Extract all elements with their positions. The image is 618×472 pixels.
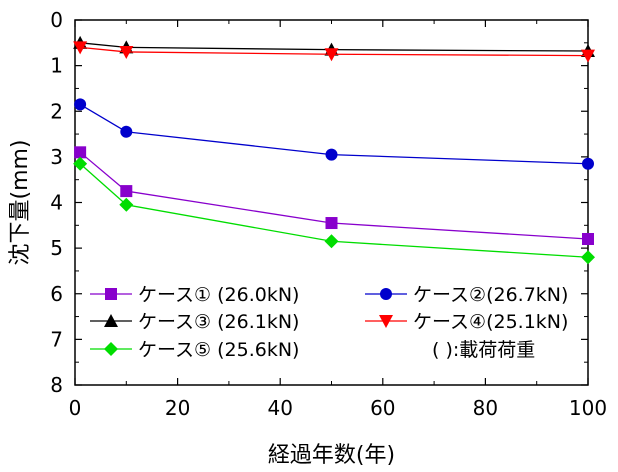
y-tick-label: 5: [50, 236, 63, 260]
data-point-series-2: [74, 98, 87, 111]
x-tick-label: 40: [267, 396, 292, 420]
data-point-series-5: [119, 197, 134, 212]
legend-label-1: ケース① (26.0kN): [138, 284, 299, 306]
legend-label-4: ケース④(25.1kN): [413, 311, 568, 333]
data-point-series-2: [325, 148, 338, 161]
data-point-series-1: [582, 233, 594, 245]
y-tick-label: 1: [50, 54, 63, 78]
data-point-series-4: [581, 49, 595, 63]
series-line-1: [79, 151, 589, 240]
data-point-series-4: [73, 41, 88, 55]
x-tick-label: 0: [69, 396, 82, 420]
legend-note: ( ):載荷荷重: [432, 339, 535, 361]
series-line-2: [79, 103, 589, 165]
y-tick-label: 0: [50, 8, 63, 32]
legend-marker-4: [379, 315, 393, 328]
data-point-series-1: [325, 217, 338, 230]
legend-marker-2: [380, 288, 392, 300]
series-line-3: [80, 42, 589, 52]
y-tick-label: 3: [50, 145, 63, 169]
x-tick-label: 60: [370, 396, 395, 420]
data-point-series-1: [74, 146, 87, 159]
data-point-series-5: [73, 156, 88, 171]
y-tick-label: 8: [50, 373, 63, 397]
legend-label-2: ケース②(26.7kN): [413, 284, 568, 306]
series-line-5: [79, 163, 589, 258]
data-point-series-4: [324, 48, 339, 62]
data-point-series-2: [120, 125, 133, 138]
y-tick-label: 7: [50, 327, 63, 351]
series-line-4: [80, 46, 589, 57]
x-tick-label: 20: [165, 396, 190, 420]
data-point-series-1: [120, 185, 133, 198]
y-tick-label: 4: [50, 191, 63, 215]
data-point-series-2: [582, 157, 594, 170]
x-tick-label: 100: [569, 396, 607, 420]
y-tick-label: 2: [50, 99, 63, 123]
y-tick-label: 6: [50, 282, 63, 306]
legend-label-5: ケース⑤ (25.6kN): [138, 339, 299, 361]
legend-marker-5: [104, 342, 118, 356]
data-point-series-5: [581, 250, 595, 265]
legend-marker-3: [104, 314, 118, 327]
x-tick-label: 80: [473, 396, 498, 420]
x-axis-title: 経過年数(年): [268, 443, 395, 468]
y-axis-title: 沈下量(mm): [8, 139, 33, 265]
data-point-series-4: [119, 45, 134, 59]
legend-marker-1: [105, 288, 117, 300]
data-point-series-5: [324, 234, 339, 249]
legend-label-3: ケース③ (26.1kN): [138, 311, 299, 333]
